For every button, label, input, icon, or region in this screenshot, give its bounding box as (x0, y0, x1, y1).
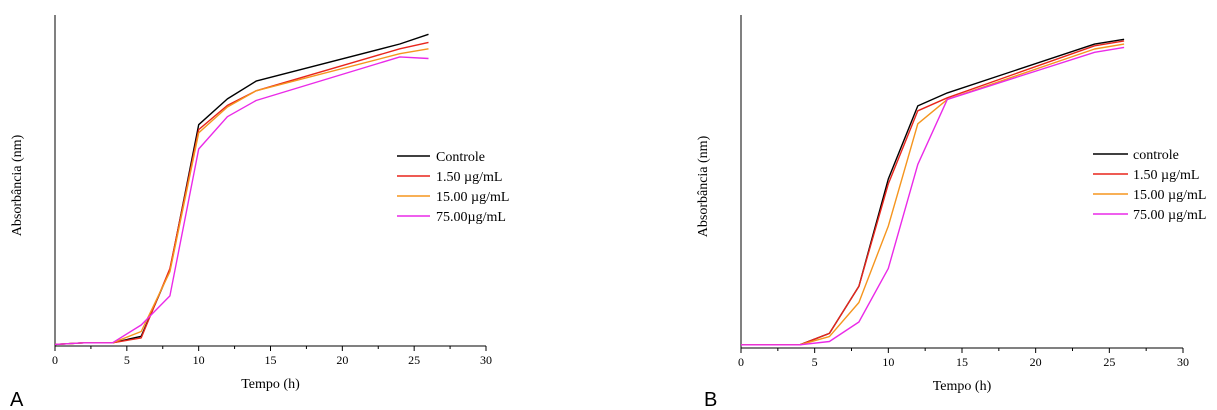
series-line-1 (54, 41, 429, 346)
x-axis-label: Tempo (h) (241, 377, 300, 392)
series-line-0 (741, 38, 1125, 346)
x-tick-label: 25 (408, 353, 420, 367)
legend-label-3: 75.00 µg/mL (1133, 208, 1206, 223)
x-tick-label: 30 (480, 353, 492, 367)
legend: controle 1.50 µg/mL 15.00 µg/mL 75.00 µg/mL (1093, 148, 1206, 223)
legend-label-0: controle (1133, 148, 1179, 163)
x-tick-label: 0 (738, 355, 744, 369)
panel-letter: B (704, 389, 717, 410)
x-tick-label: 20 (1030, 355, 1042, 369)
legend-label-2: 15.00 µg/mL (1133, 188, 1206, 203)
x-tick-label: 15 (265, 353, 277, 367)
x-tick-label: 25 (1103, 355, 1115, 369)
series-line-3 (54, 56, 429, 346)
series-line-2 (741, 43, 1125, 346)
x-tick-label: 5 (812, 355, 818, 369)
legend-label-3: 75.00µg/mL (436, 210, 506, 225)
x-tick-label: 15 (956, 355, 968, 369)
chart-panel-b: 0 5 10 15 20 25 30 Tempo (h) Absorbância (nm) con… (696, 15, 1206, 410)
legend-label-2: 15.00 µg/mL (436, 190, 509, 205)
x-tick-label: 30 (1177, 355, 1189, 369)
x-axis-label: Tempo (h) (933, 379, 992, 394)
x-tick-label: 20 (336, 353, 348, 367)
x-tick-label: 5 (124, 353, 130, 367)
legend-label-0: Controle (436, 150, 485, 165)
legend-label-1: 1.50 µg/mL (436, 170, 502, 185)
y-axis-label: Absorbância (nm) (696, 135, 711, 237)
x-tick-label: 10 (882, 355, 894, 369)
series-line-2 (54, 48, 429, 346)
panel-letter: A (10, 389, 24, 410)
y-axis-label: Absorbância (nm) (10, 134, 25, 236)
legend: Controle 1.50 µg/mL 15.00 µg/mL 75.00µg/mL (397, 150, 509, 225)
series-line-1 (741, 40, 1125, 346)
series-line-3 (741, 46, 1125, 346)
chart-panel-a: 0 5 10 15 20 25 30 Tempo (h) Absorbância (nm) Con… (10, 15, 509, 410)
x-tick-label: 0 (52, 353, 58, 367)
legend-label-1: 1.50 µg/mL (1133, 168, 1199, 183)
series-line-0 (54, 33, 429, 346)
x-tick-label: 10 (193, 353, 205, 367)
